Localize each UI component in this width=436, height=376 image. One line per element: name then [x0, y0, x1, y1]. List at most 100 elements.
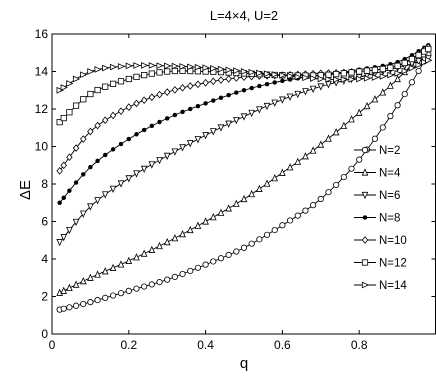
series-point — [421, 58, 429, 66]
series-point — [294, 212, 301, 219]
series-point — [248, 68, 256, 76]
series-point — [133, 285, 140, 292]
series-point — [87, 127, 94, 136]
series-point — [279, 96, 286, 104]
series-point — [187, 267, 194, 275]
series-point — [210, 77, 217, 86]
series-point — [156, 241, 163, 250]
legend-item: N=8 — [354, 213, 400, 225]
legend-label: N=12 — [379, 258, 407, 270]
series-point — [371, 66, 379, 74]
series-point — [66, 109, 73, 116]
series-point — [156, 69, 163, 76]
series-point — [94, 197, 101, 205]
series-point — [187, 63, 195, 71]
legend-marker — [361, 236, 369, 244]
series-point — [401, 90, 408, 98]
series-point — [225, 75, 232, 83]
series-point — [286, 93, 294, 101]
series-point — [294, 157, 302, 165]
series-point — [141, 127, 147, 133]
series-point — [379, 124, 386, 131]
series-point — [61, 195, 66, 201]
series-point — [363, 75, 372, 82]
series-point — [60, 161, 67, 170]
series-point — [141, 283, 148, 290]
series-point — [279, 222, 286, 229]
series-point — [294, 90, 302, 99]
series-point — [156, 62, 164, 69]
series-point — [210, 258, 217, 265]
series-point — [401, 59, 408, 67]
series-point — [348, 69, 355, 76]
series-point — [102, 83, 109, 90]
y-tick-label: 4 — [41, 252, 48, 266]
series-point — [232, 117, 240, 125]
series-point — [325, 81, 332, 89]
series-point — [263, 70, 272, 78]
series-point — [109, 63, 118, 71]
y-tick-label: 12 — [35, 102, 49, 116]
series-point — [126, 136, 132, 142]
series-point — [95, 158, 100, 164]
series-point — [394, 102, 401, 109]
series-point — [125, 175, 133, 183]
series-point — [56, 119, 63, 126]
series-point — [171, 62, 180, 70]
series-point — [317, 83, 325, 91]
series-point — [379, 73, 387, 80]
series-n14 — [56, 56, 433, 94]
series-point — [356, 68, 363, 75]
series-point — [133, 73, 140, 80]
y-tick-label: 14 — [35, 65, 49, 79]
chart-title: L=4×4, U=2 — [210, 8, 278, 23]
series-point — [325, 76, 333, 83]
series-line — [59, 54, 429, 311]
series-point — [371, 135, 379, 142]
series-point — [371, 95, 379, 103]
series-point — [333, 76, 341, 83]
y-tick-label: 10 — [35, 140, 49, 154]
series-point — [340, 70, 347, 77]
y-tick-label: 16 — [35, 27, 49, 41]
series-point — [202, 217, 209, 225]
series-point — [164, 116, 170, 121]
series-point — [218, 95, 224, 101]
series-point — [133, 253, 140, 261]
series-point — [248, 240, 255, 247]
series-point — [60, 84, 68, 91]
series-point — [202, 261, 209, 268]
series-point — [240, 113, 248, 121]
series-point — [125, 103, 133, 111]
legend-item: N=2 — [354, 145, 400, 157]
series-point — [140, 165, 148, 174]
y-tick-label: 6 — [41, 215, 48, 229]
series-point — [233, 67, 241, 75]
series-point — [401, 67, 409, 75]
series-point — [125, 256, 133, 264]
series-point — [179, 83, 186, 92]
x-tick-label: 0.4 — [197, 338, 214, 352]
series-point — [109, 292, 117, 299]
series-point — [209, 128, 217, 136]
series-point — [240, 244, 248, 251]
series-point — [363, 67, 371, 74]
series-point — [187, 106, 193, 112]
series-point — [66, 304, 73, 311]
legend-label: N=8 — [379, 213, 400, 225]
series-point — [379, 65, 386, 73]
series-point — [172, 112, 178, 118]
series-point — [217, 65, 226, 73]
series-point — [310, 75, 318, 82]
series-point — [156, 279, 163, 286]
series-point — [356, 75, 364, 83]
series-point — [101, 116, 109, 125]
series-point — [102, 152, 108, 158]
series-point — [210, 65, 218, 72]
series-point — [87, 68, 95, 75]
series-point — [240, 194, 248, 203]
legend-marker — [361, 259, 369, 266]
series-point — [280, 78, 285, 84]
series-point — [225, 251, 232, 259]
series-point — [263, 179, 271, 187]
